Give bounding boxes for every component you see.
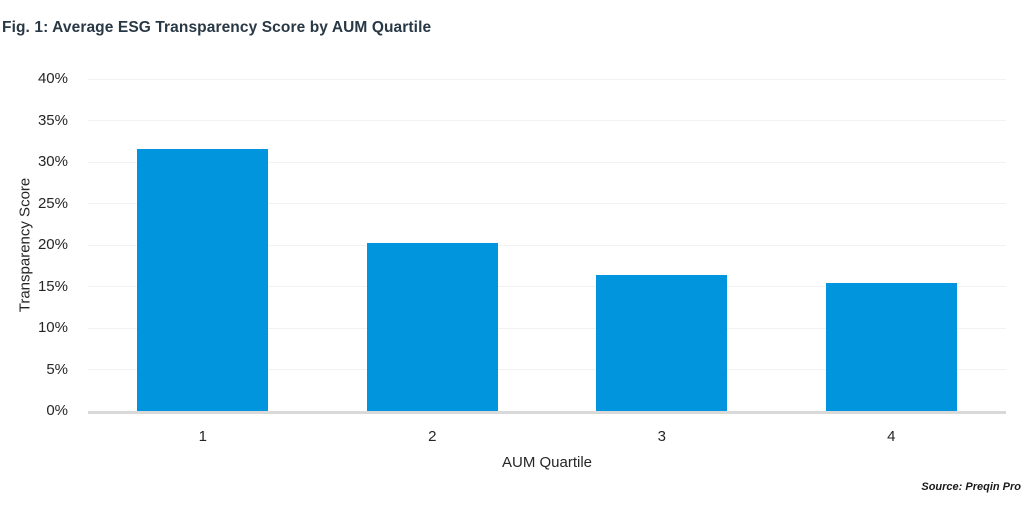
x-axis-line [88, 411, 1006, 414]
gridline-40 [88, 78, 1006, 80]
bar-quartile-1 [137, 148, 269, 411]
y-tick-label-40: 40% [37, 70, 68, 87]
gridline-5 [88, 369, 1006, 370]
y-tick-label-10: 10% [37, 319, 68, 336]
y-tick-label-25: 25% [37, 194, 68, 212]
source-note: Source: Preqin Pro [921, 481, 1021, 493]
x-tick-label-2: 2 [428, 428, 437, 445]
bar-quartile-2 [366, 243, 498, 411]
y-tick-label-35: 35% [37, 111, 68, 129]
x-tick-label-4: 4 [887, 428, 896, 445]
gridline-30 [88, 161, 1006, 163]
y-tick-label-15: 15% [37, 277, 68, 295]
bar-quartile-3 [596, 274, 728, 411]
bar-quartile-4 [825, 283, 957, 411]
gridline-15 [88, 286, 1006, 287]
gridline-25 [88, 203, 1006, 204]
gridline-10 [88, 327, 1006, 329]
y-tick-label-20: 20% [37, 236, 68, 253]
plot-area [88, 78, 1006, 414]
y-tick-label-30: 30% [37, 153, 68, 170]
figure-title: Fig. 1: Average ESG Transparency Score b… [2, 19, 432, 36]
x-axis-title: AUM Quartile [501, 454, 593, 471]
y-tick-label-0: 0% [46, 402, 68, 419]
x-tick-label-1: 1 [198, 428, 207, 445]
x-tick-label-3: 3 [657, 428, 666, 445]
gridline-35 [88, 120, 1006, 121]
y-tick-label-5: 5% [46, 360, 68, 378]
gridline-20 [88, 244, 1006, 246]
